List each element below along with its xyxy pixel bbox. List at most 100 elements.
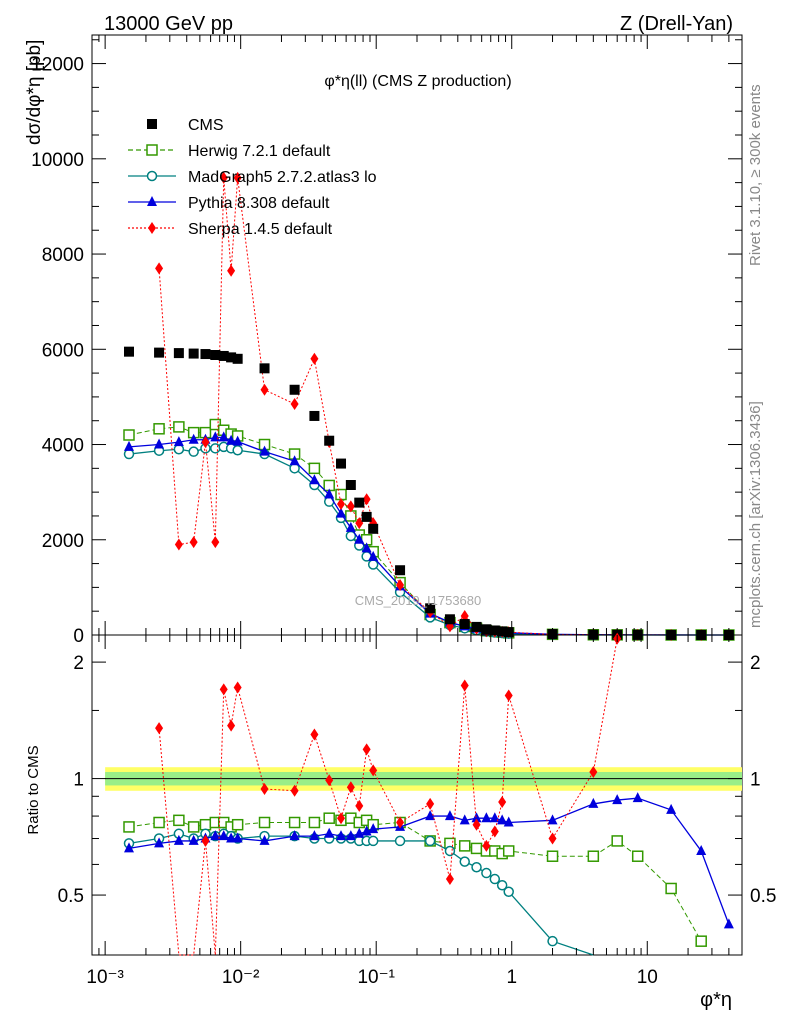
data-point: [233, 171, 242, 184]
legend-entry: Herwig 7.2.1 default: [128, 143, 331, 160]
ratio-data-point: [369, 764, 378, 777]
data-point: [368, 523, 379, 534]
ratio-data-point: [355, 799, 364, 812]
energy-label: 13000 GeV pp: [104, 13, 233, 35]
legend-label: Sherpa 1.4.5 default: [188, 221, 333, 238]
data-point: [471, 621, 482, 632]
x-tick-label: 10: [637, 967, 658, 988]
ratio-data-point: [367, 835, 379, 847]
ratio-y-tick-label: 0.5: [58, 886, 84, 907]
ratio-data-point: [489, 873, 501, 885]
ratio-data-point: [426, 797, 435, 810]
data-point: [260, 383, 269, 396]
ratio-data-point: [323, 812, 335, 824]
ratio-data-point: [459, 814, 470, 825]
data-point: [336, 458, 347, 469]
ratio-data-point: [666, 803, 677, 814]
data-point: [346, 500, 355, 513]
analysis-watermark: CMS_2019_I1753680: [355, 593, 482, 608]
data-point: [173, 421, 185, 433]
x-axis-label: φ*η: [700, 989, 732, 1011]
data-point: [354, 533, 365, 544]
legend-label: Herwig 7.2.1 default: [188, 143, 331, 160]
data-point: [290, 398, 299, 411]
data-point: [337, 498, 346, 511]
data-point: [124, 346, 135, 357]
ratio-data-point: [173, 834, 184, 845]
ratio-data-point: [290, 784, 299, 797]
data-point: [309, 410, 320, 421]
ratio-data-point: [123, 821, 135, 833]
data-point: [218, 350, 229, 361]
legend-label: CMS: [188, 117, 224, 134]
legend-entry: CMS: [147, 117, 224, 134]
legend-label: Pythia 8.308 default: [188, 195, 330, 212]
ratio-data-point: [258, 816, 271, 829]
ratio-data-point: [368, 823, 379, 834]
legend-marker: [146, 144, 158, 156]
ratio-series-pythia: [124, 792, 734, 929]
ratio-data-point: [496, 880, 508, 891]
ratio-data-point: [425, 810, 436, 821]
data-point: [367, 559, 379, 570]
process-label: Z (Drell-Yan): [620, 13, 733, 35]
data-point: [396, 579, 405, 591]
ratio-y-tick-label-right: 1: [750, 770, 761, 791]
ratio-data-point: [587, 850, 600, 862]
data-point: [345, 480, 356, 490]
ratio-data-point: [155, 722, 164, 735]
data-point: [154, 347, 165, 358]
main-panel: 2000 4000 6000 8000 10000 12000 0 CMS_2019_I17…: [31, 34, 743, 647]
main-y-tick-label: 2000: [42, 531, 84, 552]
data-point: [201, 436, 210, 449]
data-point: [153, 423, 165, 435]
data-point: [368, 550, 379, 561]
ratio-data-point: [325, 774, 334, 787]
ratio-data-point: [396, 816, 405, 829]
ratio-data-point: [227, 719, 236, 732]
ratio-data-point: [336, 830, 347, 841]
ratio-data-point: [482, 839, 491, 852]
ratio-data-point: [173, 814, 185, 827]
ratio-data-point: [459, 856, 470, 867]
legend-entry: Pythia 8.308 default: [128, 195, 330, 212]
ratio-data-point: [394, 835, 406, 847]
data-point: [155, 262, 164, 275]
x-tick-label: 10⁻³: [86, 967, 124, 988]
series-sherpa: [155, 171, 733, 641]
ratio-data-point: [470, 842, 483, 855]
data-point: [309, 474, 320, 485]
data-point: [481, 624, 492, 635]
ratio-data-point: [481, 867, 492, 879]
data-point: [189, 536, 198, 549]
ratio-series-madgraph5: [123, 828, 594, 956]
data-point: [308, 462, 321, 475]
ratio-data-point: [153, 816, 165, 829]
ratio-data-point: [337, 812, 346, 825]
ratio-data-point: [696, 844, 707, 855]
x-tick-label: 10⁻¹: [357, 967, 395, 988]
legend-marker: [147, 119, 157, 129]
ratio-data-point: [362, 743, 371, 756]
data-point: [459, 619, 470, 630]
legend: CMS Herwig 7.2.1 default MadGraph5 2.7.2.a…: [128, 117, 377, 238]
ratio-panel: 0.5 0.5 1 1 2 2: [58, 632, 776, 956]
data-point: [188, 348, 199, 359]
ratio-data-point: [547, 935, 558, 947]
data-point: [173, 436, 184, 447]
data-point: [361, 542, 372, 553]
data-point: [395, 565, 406, 576]
ratio-data-point: [588, 797, 599, 808]
ratio-data-point: [665, 882, 677, 895]
data-point: [503, 627, 514, 638]
data-point: [310, 352, 319, 365]
ratio-data-point: [210, 830, 221, 841]
data-point: [211, 536, 220, 549]
main-y-tick-label: 4000: [42, 436, 84, 457]
legend-entry: Sherpa 1.4.5 default: [128, 221, 333, 238]
data-point: [335, 488, 347, 501]
rivet-label: Rivet 3.1.10, ≥ 300k events: [747, 84, 764, 266]
ratio-data-point: [481, 812, 492, 823]
series-line: [158, 177, 729, 636]
ratio-data-point: [612, 794, 623, 805]
